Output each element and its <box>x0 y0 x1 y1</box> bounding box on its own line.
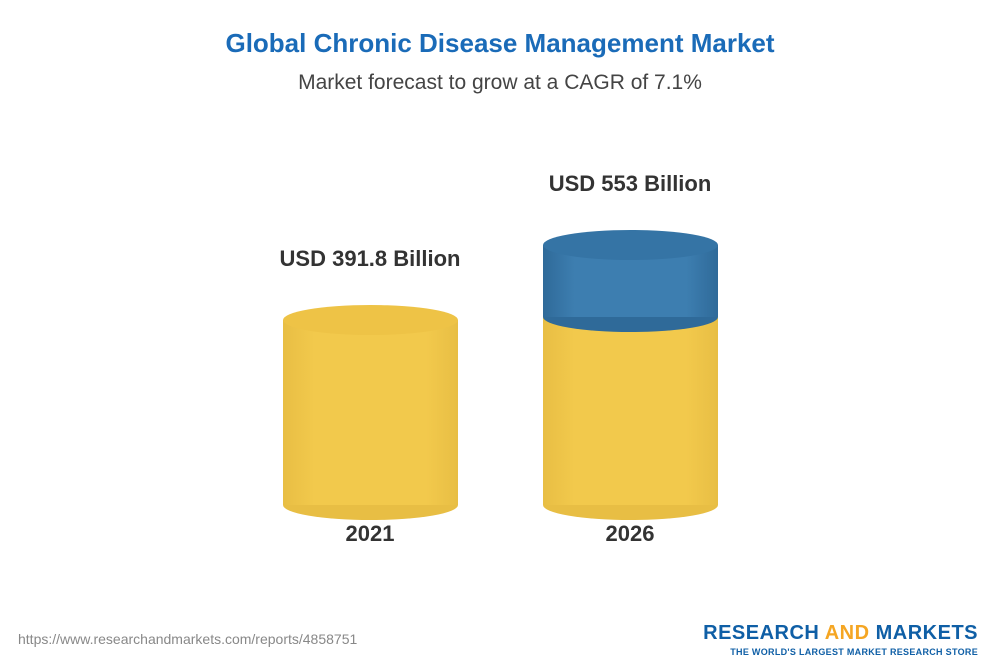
logo-word-1: RESEARCH <box>703 622 819 644</box>
year-label-2026: 2026 <box>530 521 730 547</box>
cylinder-2021: USD 391.8 Billion <box>283 246 458 505</box>
value-label-2021: USD 391.8 Billion <box>280 246 461 272</box>
cylinder-2026: USD 553 Billion <box>543 171 718 505</box>
chart-title: Global Chronic Disease Management Market <box>0 0 1000 59</box>
year-label-2021: 2021 <box>270 521 470 547</box>
chart-subtitle: Market forecast to grow at a CAGR of 7.1… <box>0 71 1000 95</box>
logo-text: RESEARCH AND MARKETS <box>703 622 978 645</box>
footer: https://www.researchandmarkets.com/repor… <box>0 611 1000 667</box>
brand-logo: RESEARCH AND MARKETS THE WORLD'S LARGEST… <box>703 622 978 657</box>
source-url: https://www.researchandmarkets.com/repor… <box>18 631 357 647</box>
logo-word-3: MARKETS <box>876 622 978 644</box>
cylinder-shape-2021 <box>283 290 458 505</box>
cylinder-shape-2026 <box>543 215 718 505</box>
value-label-2026: USD 553 Billion <box>549 171 712 197</box>
chart-area: USD 391.8 Billion 2021 USD 553 Billion 2026 <box>0 125 1000 555</box>
logo-word-2: AND <box>825 622 870 644</box>
logo-tagline: THE WORLD'S LARGEST MARKET RESEARCH STOR… <box>703 647 978 657</box>
